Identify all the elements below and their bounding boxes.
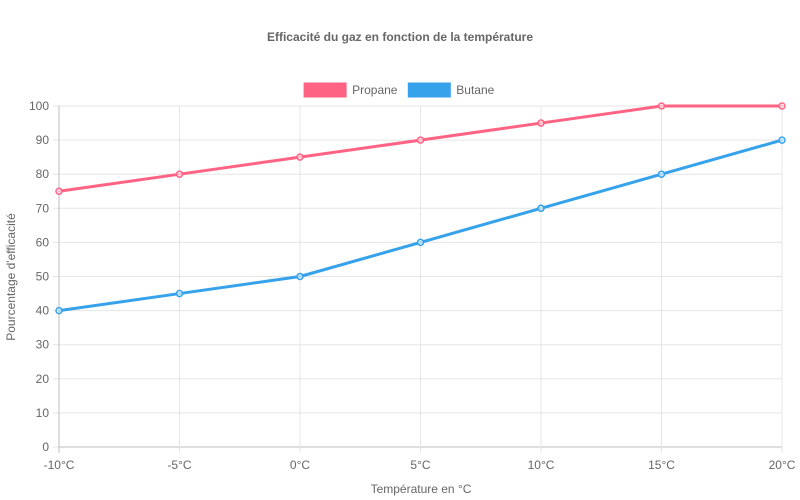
legend-swatch-butane (407, 82, 451, 98)
y-tick-label: 60 (36, 235, 50, 249)
series (55, 102, 786, 315)
data-point-butane[interactable] (416, 238, 425, 247)
legend-label-butane: Butane (456, 83, 494, 97)
x-axis-title: Température en °C (371, 482, 472, 496)
legend-label-propane: Propane (352, 83, 398, 97)
y-axis-ticks: 0 10 20 30 40 50 60 70 80 90 100 (29, 99, 49, 454)
y-tick-label: 70 (36, 201, 50, 215)
data-point-propane[interactable] (55, 187, 63, 195)
y-tick-label: 0 (42, 440, 49, 454)
x-tick-label: -5°C (167, 458, 191, 472)
y-tick-label: 100 (29, 99, 49, 113)
data-point-propane[interactable] (416, 136, 425, 144)
x-tick-label: 15°C (648, 458, 675, 472)
x-tick-label: 0°C (290, 458, 310, 472)
x-tick-label: 20°C (769, 458, 796, 472)
data-point-butane[interactable] (296, 272, 304, 281)
data-point-propane[interactable] (175, 170, 184, 178)
data-point-butane[interactable] (55, 306, 63, 315)
data-point-propane[interactable] (296, 153, 304, 161)
y-tick-label: 10 (36, 406, 50, 420)
legend-swatch-propane (303, 82, 347, 98)
data-point-propane[interactable] (778, 102, 786, 110)
legend: Propane Butane (303, 82, 495, 98)
x-tick-label: 5°C (410, 458, 430, 472)
y-tick-label: 40 (36, 304, 50, 318)
data-point-butane[interactable] (778, 136, 786, 144)
y-tick-label: 50 (36, 270, 50, 284)
x-axis-ticks: -10°C -5°C 0°C 5°C 10°C 15°C 20°C (44, 458, 796, 472)
data-point-butane[interactable] (657, 170, 666, 178)
x-tick-label: -10°C (44, 458, 75, 472)
grid (53, 105, 783, 453)
y-tick-label: 80 (36, 167, 50, 181)
data-point-butane[interactable] (175, 289, 184, 298)
chart-title: Efficacité du gaz en fonction de la temp… (267, 30, 533, 44)
data-point-propane[interactable] (537, 119, 545, 127)
data-point-butane[interactable] (537, 204, 545, 213)
y-tick-label: 30 (36, 338, 50, 352)
y-axis-title: Pourcentage d'efficacité (4, 213, 18, 341)
data-point-propane[interactable] (657, 102, 666, 110)
y-tick-label: 20 (36, 372, 50, 386)
y-tick-label: 90 (36, 133, 50, 147)
x-tick-label: 10°C (528, 458, 555, 472)
